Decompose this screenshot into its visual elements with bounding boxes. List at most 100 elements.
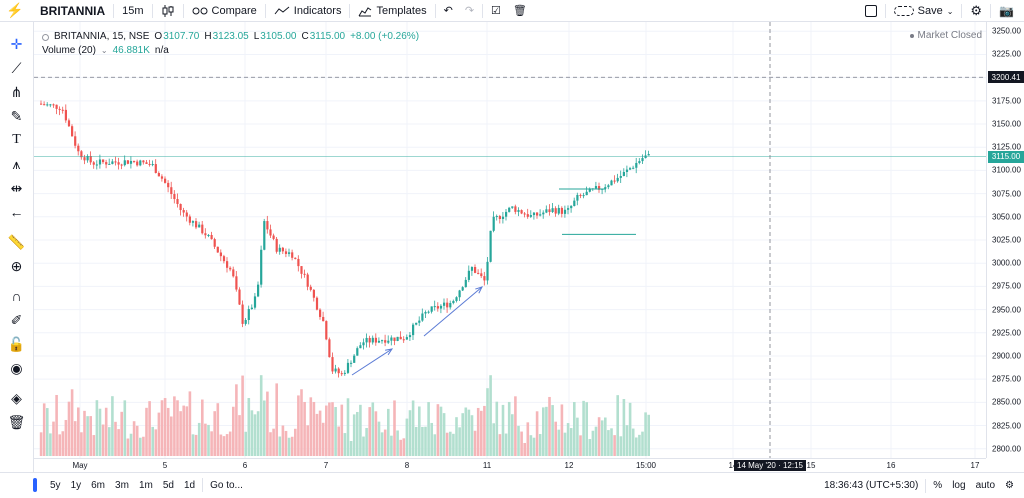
stay-drawing-tool[interactable]: ✐	[0, 308, 34, 332]
axis-settings-button[interactable]: ⚙	[1000, 480, 1024, 491]
time-tick-label: 6	[242, 461, 248, 470]
candle-body	[303, 273, 306, 275]
candle-body	[257, 284, 260, 297]
candlestick-chart[interactable]	[34, 22, 986, 458]
candle-body	[322, 316, 325, 322]
range-1m[interactable]: 1m	[138, 479, 153, 491]
time-tick-label: 16	[886, 461, 896, 470]
templates-button[interactable]: Templates	[352, 0, 432, 22]
clock[interactable]: 18:36:43 (UTC+5:30)	[824, 480, 919, 491]
percent-toggle[interactable]: %	[933, 480, 943, 491]
range-3m[interactable]: 3m	[115, 479, 129, 491]
volume-bar	[232, 406, 235, 456]
settings-button[interactable]: ⚙	[964, 0, 988, 22]
remove-drawings-tool[interactable]: 🗑	[0, 410, 34, 434]
range-5y[interactable]: 5y	[50, 479, 61, 491]
candle-body	[294, 257, 297, 259]
volume-bar	[266, 391, 269, 456]
volume-bar	[526, 422, 530, 456]
volume-bar	[114, 421, 117, 456]
candle-body	[315, 297, 319, 310]
price-tick-label: 2950.00	[992, 305, 1021, 315]
fib-tool[interactable]: ⋔	[0, 80, 34, 104]
volume-bar	[622, 399, 626, 456]
templates-icon	[359, 6, 372, 16]
series-dot-icon[interactable]	[42, 33, 49, 41]
timeline-handle[interactable]	[33, 478, 37, 492]
candle-body	[430, 306, 433, 312]
volume-bar	[83, 410, 86, 456]
brush-tool[interactable]: ✎	[0, 104, 34, 128]
range-1d[interactable]: 1d	[183, 479, 196, 491]
snapshot-check-button[interactable]: ☑	[485, 0, 507, 22]
volume-bar	[194, 434, 198, 456]
zoom-tool[interactable]: ⊕	[0, 254, 34, 278]
volume-bar	[173, 396, 176, 456]
time-axis[interactable]: May 5 6 7 8 11 12 15:00 14 15 16 17 14 May '20 · 12:…	[34, 458, 986, 472]
volume-bar	[312, 401, 316, 456]
magnet-tool[interactable]: ∩	[0, 284, 34, 308]
compare-button[interactable]: Compare	[186, 0, 263, 22]
candle-body	[108, 163, 111, 165]
delete-button[interactable]: 🗑	[507, 0, 533, 22]
symbol-search-button[interactable]: BRITANNIA	[40, 3, 106, 18]
redo-button[interactable]: ↷	[459, 0, 480, 22]
prediction-tool[interactable]: ⇹	[0, 176, 34, 200]
candle-body	[461, 287, 464, 291]
candle-body	[52, 104, 55, 106]
undo-button[interactable]: ↶	[438, 0, 459, 22]
object-tree-tool[interactable]: ◈	[0, 386, 34, 410]
candle-body	[117, 162, 120, 165]
price-tick-label: 3075.00	[992, 189, 1021, 199]
chart-pane[interactable]: BRITANNIA, 15, NSE O 3107.70 H 3123.05 L 31…	[34, 22, 986, 458]
volume-title[interactable]: Volume (20)	[42, 45, 96, 56]
candles-chart-type-button[interactable]	[155, 0, 181, 22]
time-tick-label: 14	[729, 461, 738, 470]
volume-bar	[247, 397, 251, 456]
measure-tool[interactable]: 📏	[0, 230, 34, 254]
lock-drawings-tool[interactable]: 🔓	[0, 332, 34, 356]
candle-body	[610, 180, 613, 186]
volume-bar	[61, 431, 65, 456]
range-5d[interactable]: 5d	[162, 479, 174, 491]
volume-bar	[380, 432, 384, 456]
auto-toggle[interactable]: auto	[975, 480, 996, 491]
volume-bar	[566, 423, 570, 456]
volume-bar	[452, 433, 455, 456]
hide-drawings-tool[interactable]: ◉	[0, 356, 34, 380]
pattern-tool[interactable]: ⩚	[0, 152, 34, 176]
volume-bar	[520, 431, 523, 456]
interval-button[interactable]: 15m	[122, 4, 144, 17]
goto-button[interactable]: Go to...	[210, 479, 243, 491]
trendline-tool[interactable]: ⟋	[0, 56, 34, 80]
screenshot-button[interactable]: 📷	[993, 0, 1024, 22]
layout-button[interactable]	[859, 0, 883, 22]
candle-body	[195, 221, 198, 228]
range-1y[interactable]: 1y	[70, 479, 82, 491]
volume-bar	[352, 414, 356, 456]
back-tool[interactable]: ←	[0, 200, 34, 224]
candle-body	[244, 319, 247, 324]
candle-body	[164, 178, 167, 183]
crosshair-tool[interactable]: ✛	[0, 32, 34, 56]
chevron-down-icon[interactable]: ⌄	[100, 46, 108, 55]
trendline-icon: ⟋	[11, 59, 22, 76]
text-tool[interactable]: T	[0, 128, 34, 152]
candle-body	[427, 311, 430, 313]
volume-bar	[256, 411, 260, 456]
volume-bar	[86, 416, 89, 456]
price-axis[interactable]: 3250.003225.003200.003175.003150.003125.…	[986, 22, 1024, 458]
range-6m[interactable]: 6m	[91, 479, 106, 491]
volume-bar	[421, 426, 424, 456]
volume-bar	[644, 412, 647, 456]
volume-bar	[569, 428, 573, 456]
indicators-button[interactable]: Indicators	[268, 0, 348, 22]
candle-body	[613, 180, 616, 182]
log-toggle[interactable]: log	[952, 480, 966, 491]
candle-body	[170, 187, 173, 195]
candle-body	[173, 194, 176, 200]
candle-body	[157, 172, 160, 177]
legend-high-key: H	[204, 31, 212, 42]
save-button[interactable]: Save ⌄	[888, 0, 960, 22]
lightning-icon[interactable]: ⚡	[6, 2, 24, 18]
